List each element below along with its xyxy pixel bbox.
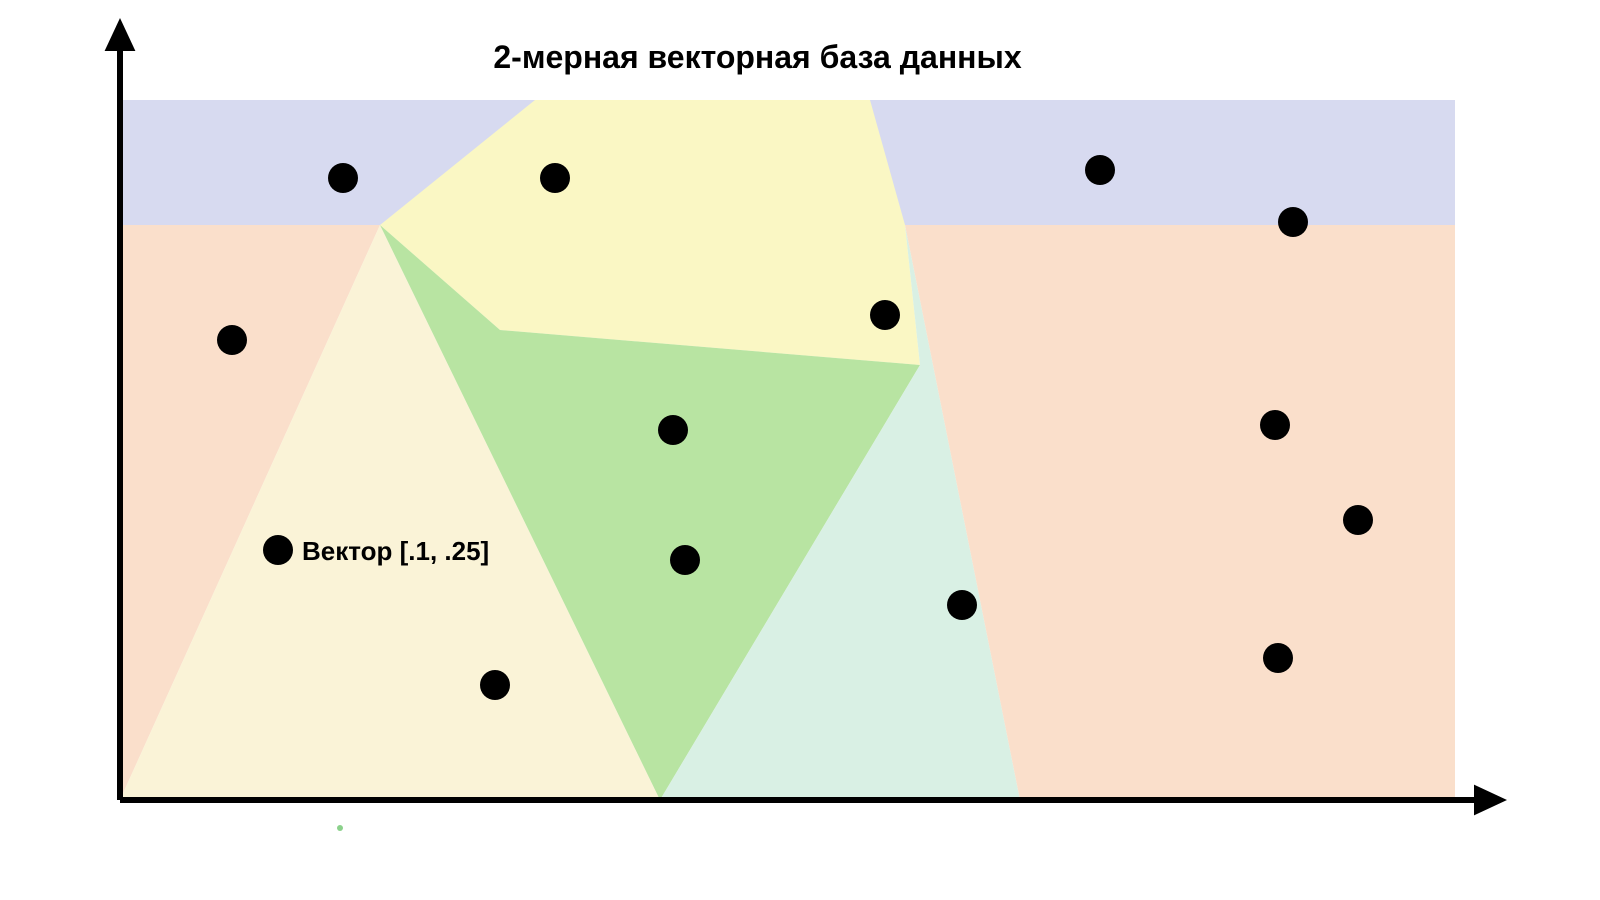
data-point-4 [217,325,247,355]
data-point-10 [670,545,700,575]
data-point-2 [1085,155,1115,185]
chart-title: 2-мерная векторная база данных [493,39,1021,75]
vector-db-diagram: 2-мерная векторная база данных Вектор [.… [0,0,1600,900]
decoration-dot [337,825,343,831]
data-point-5 [870,300,900,330]
data-point-11 [947,590,977,620]
data-point-3 [1278,207,1308,237]
data-point-6 [658,415,688,445]
voronoi-regions [120,100,1455,800]
data-point-0 [328,163,358,193]
data-point-12 [1263,643,1293,673]
x-axis-arrow [1474,785,1507,816]
data-point-8 [1343,505,1373,535]
data-point-13 [480,670,510,700]
data-point-7 [1260,410,1290,440]
vector-label: Вектор [.1, .25] [302,536,489,566]
y-axis-arrow [105,18,136,51]
data-point-1 [540,163,570,193]
data-point-9 [263,535,293,565]
